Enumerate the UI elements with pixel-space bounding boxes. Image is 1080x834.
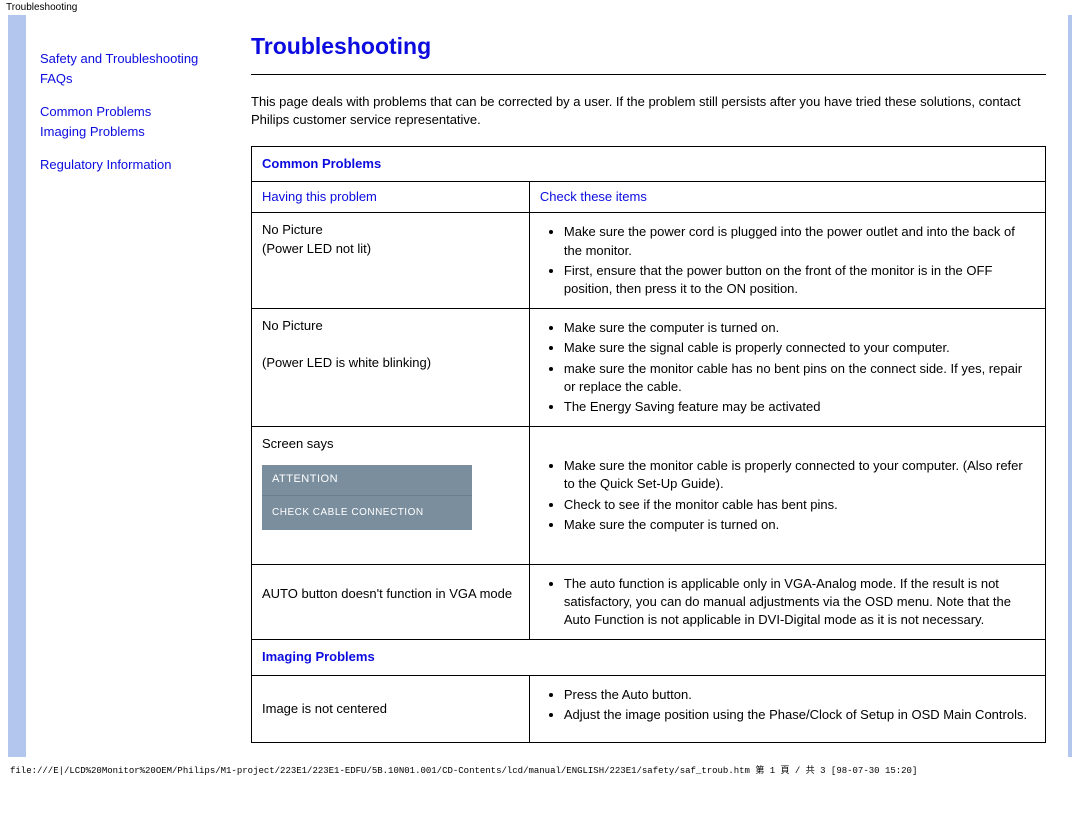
sidebar-wrap: Safety and Troubleshooting FAQs Common P…	[8, 15, 233, 757]
troubleshoot-table: Common Problems Having this problem Chec…	[251, 146, 1046, 743]
page-container: Safety and Troubleshooting FAQs Common P…	[8, 15, 1072, 757]
footer-path: file:///E|/LCD%20Monitor%20OEM/Philips/M…	[0, 757, 1080, 780]
check-item: Make sure the computer is turned on.	[564, 516, 1035, 534]
sidebar-link-safety[interactable]: Safety and Troubleshooting	[40, 49, 198, 69]
problem-cell: No Picture (Power LED is white blinking)	[252, 309, 530, 427]
table-row: Screen says ATTENTION CHECK CABLE CONNEC…	[252, 427, 1046, 565]
check-cell: The auto function is applicable only in …	[529, 564, 1045, 640]
browser-title: Troubleshooting	[0, 0, 1080, 15]
sidebar-link-imaging-problems[interactable]: Imaging Problems	[40, 122, 198, 142]
problem-cell: AUTO button doesn't function in VGA mode	[252, 564, 530, 640]
sidebar-link-faqs[interactable]: FAQs	[40, 69, 198, 89]
section-header-imaging: Imaging Problems	[252, 640, 1046, 675]
check-item: First, ensure that the power button on t…	[564, 262, 1035, 298]
problem-line: AUTO button doesn't function in VGA mode	[262, 585, 519, 603]
check-item: Adjust the image position using the Phas…	[564, 706, 1035, 724]
check-cell: Make sure the computer is turned on. Mak…	[529, 309, 1045, 427]
section-row-common: Common Problems	[252, 147, 1046, 182]
left-stripe	[8, 15, 26, 757]
sidebar-link-common-problems[interactable]: Common Problems	[40, 102, 198, 122]
table-row: No Picture (Power LED not lit) Make sure…	[252, 213, 1046, 309]
col-header-problem: Having this problem	[252, 182, 530, 213]
problem-line: (Power LED is white blinking)	[262, 354, 519, 372]
check-cell: Make sure the power cord is plugged into…	[529, 213, 1045, 309]
check-item: The auto function is applicable only in …	[564, 575, 1035, 630]
check-item: The Energy Saving feature may be activat…	[564, 398, 1035, 416]
check-item: Press the Auto button.	[564, 686, 1035, 704]
attention-title: ATTENTION	[262, 465, 472, 495]
table-row: AUTO button doesn't function in VGA mode…	[252, 564, 1046, 640]
check-item: Make sure the signal cable is properly c…	[564, 339, 1035, 357]
table-row: No Picture (Power LED is white blinking)…	[252, 309, 1046, 427]
page-title: Troubleshooting	[251, 33, 1046, 60]
column-header-row: Having this problem Check these items	[252, 182, 1046, 213]
problem-line: (Power LED not lit)	[262, 240, 519, 258]
check-cell: Make sure the monitor cable is properly …	[529, 427, 1045, 565]
check-item: Check to see if the monitor cable has be…	[564, 496, 1035, 514]
problem-line: No Picture	[262, 317, 519, 335]
problem-cell: No Picture (Power LED not lit)	[252, 213, 530, 309]
problem-cell: Screen says ATTENTION CHECK CABLE CONNEC…	[252, 427, 530, 565]
problem-line: No Picture	[262, 221, 519, 239]
attention-box: ATTENTION CHECK CABLE CONNECTION	[262, 465, 472, 529]
problem-line: Image is not centered	[262, 700, 519, 718]
section-row-imaging: Imaging Problems	[252, 640, 1046, 675]
attention-body: CHECK CABLE CONNECTION	[262, 496, 472, 530]
problem-line: Screen says	[262, 435, 519, 453]
intro-text: This page deals with problems that can b…	[251, 93, 1046, 128]
check-cell: Press the Auto button. Adjust the image …	[529, 675, 1045, 742]
sidebar-link-regulatory[interactable]: Regulatory Information	[40, 155, 198, 175]
check-item: Make sure the computer is turned on.	[564, 319, 1035, 337]
col-header-check: Check these items	[529, 182, 1045, 213]
problem-cell: Image is not centered	[252, 675, 530, 742]
title-rule	[251, 74, 1046, 75]
check-item: Make sure the power cord is plugged into…	[564, 223, 1035, 259]
table-row: Image is not centered Press the Auto but…	[252, 675, 1046, 742]
section-header-common: Common Problems	[252, 147, 1046, 182]
check-item: make sure the monitor cable has no bent …	[564, 360, 1035, 396]
problem-line	[262, 335, 519, 353]
sidebar: Safety and Troubleshooting FAQs Common P…	[26, 15, 208, 757]
main-content: Troubleshooting This page deals with pro…	[233, 15, 1072, 757]
check-item: Make sure the monitor cable is properly …	[564, 457, 1035, 493]
